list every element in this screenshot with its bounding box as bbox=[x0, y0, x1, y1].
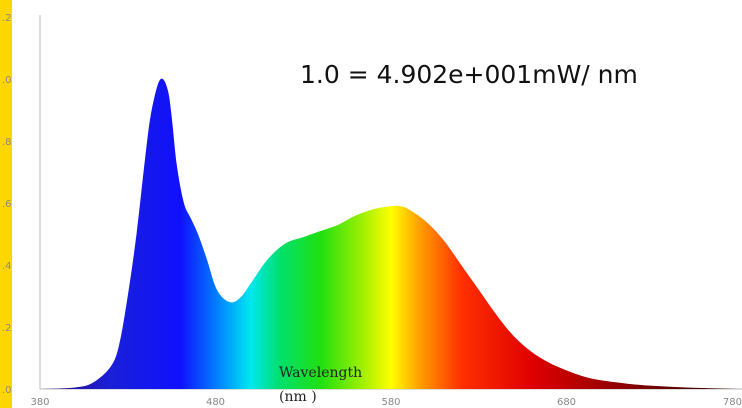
y-tick-label: .8 bbox=[2, 137, 12, 148]
y-tick-label: .0 bbox=[2, 385, 12, 396]
x-tick-labels: 380 480 580 680 780 bbox=[30, 397, 742, 408]
spectrum-area bbox=[40, 78, 742, 390]
y-tick-label: .2 bbox=[2, 323, 12, 334]
x-tick-label: 780 bbox=[723, 397, 742, 408]
y-tick-label: .6 bbox=[2, 199, 12, 210]
x-tick-label: 580 bbox=[381, 397, 400, 408]
x-tick-label: 680 bbox=[557, 397, 576, 408]
y-tick-label: .2 bbox=[2, 13, 12, 24]
y-tick-label: .4 bbox=[2, 261, 12, 272]
y-tick-label: .0 bbox=[2, 75, 12, 86]
x-axis-label: Wavelength(nm ) bbox=[279, 365, 363, 405]
x-tick-label: 380 bbox=[30, 397, 49, 408]
scale-annotation: 1.0 = 4.902e+001mW/ nm bbox=[300, 60, 638, 89]
y-tick-labels: .0 .2 .4 .6 .8 .0 .2 bbox=[2, 13, 12, 396]
left-accent-bar bbox=[0, 0, 12, 408]
x-tick-label: 480 bbox=[206, 397, 225, 408]
